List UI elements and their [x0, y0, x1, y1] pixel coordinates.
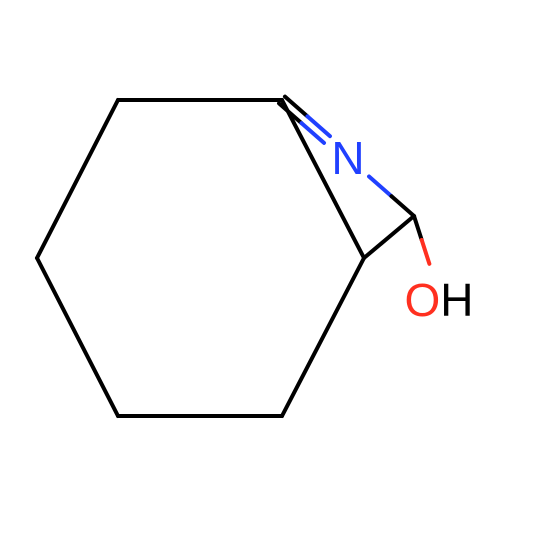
- atom-label-oh: OH: [404, 274, 473, 326]
- atom-label-n: N: [331, 132, 364, 184]
- molecule-diagram: N OH: [0, 0, 553, 548]
